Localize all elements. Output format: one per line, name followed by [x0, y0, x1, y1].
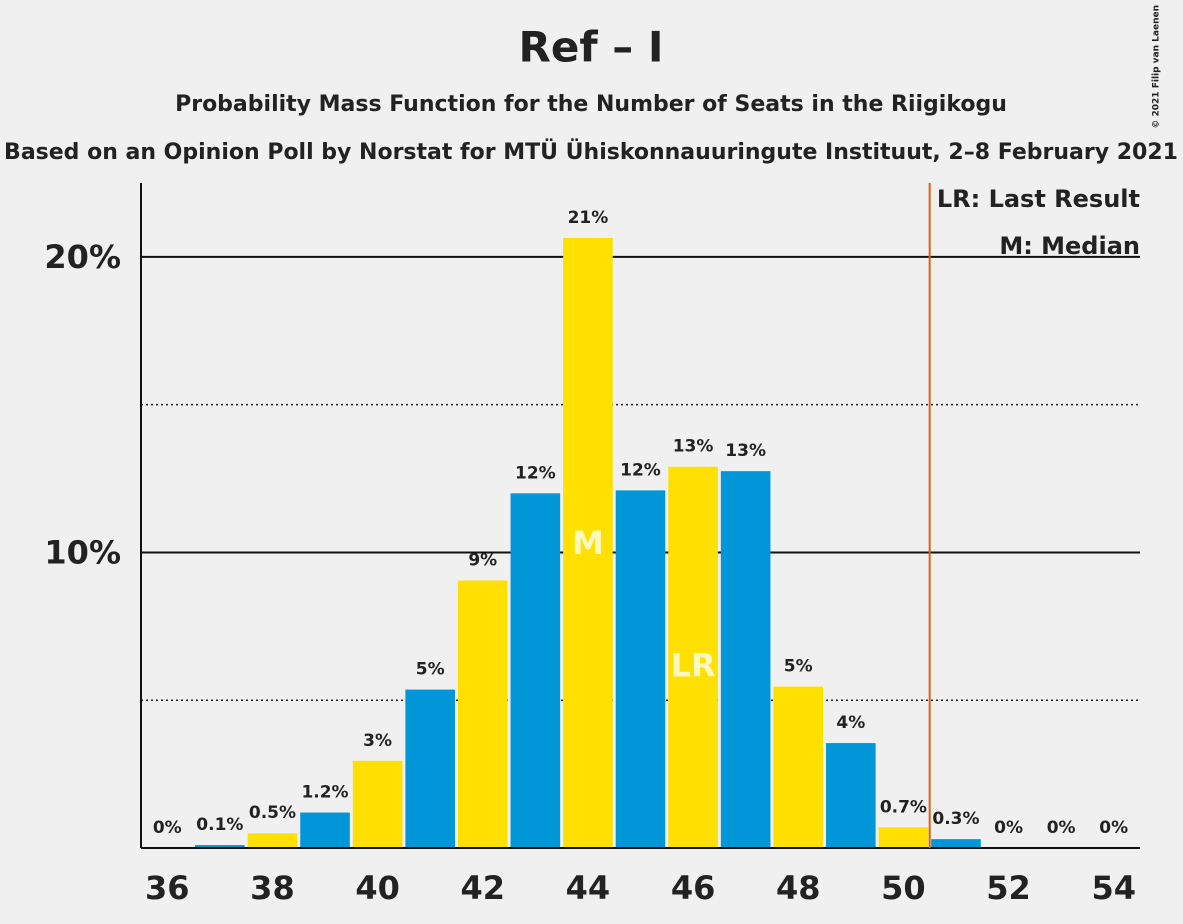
legend-entry: M: Median [999, 232, 1140, 260]
value-label: 5% [416, 660, 445, 680]
bar [352, 760, 403, 848]
x-tick-label: 38 [250, 869, 295, 907]
chart-subtitle: Probability Mass Function for the Number… [175, 92, 1007, 117]
bar [457, 580, 508, 848]
x-tick-label: 42 [460, 869, 505, 907]
bar [668, 466, 718, 848]
y-tick-label: 20% [44, 238, 121, 276]
y-tick-label: 10% [44, 533, 121, 571]
value-label: 3% [363, 731, 392, 751]
chart-caption: Based on an Opinion Poll by Norstat for … [4, 139, 1178, 165]
last-result-marker: LR [671, 646, 716, 684]
value-label: 5% [784, 657, 813, 677]
value-label: 0% [994, 818, 1023, 838]
median-marker: M [572, 524, 604, 562]
bar [931, 839, 981, 848]
x-tick-label: 44 [566, 869, 611, 907]
x-tick-label: 40 [355, 869, 400, 907]
bar [773, 686, 824, 848]
x-tick-label: 48 [776, 869, 821, 907]
value-label: 0% [153, 818, 182, 838]
bar [300, 812, 350, 848]
value-label: 13% [673, 437, 714, 457]
chart-title: Ref – I [519, 23, 664, 72]
x-tick-label: 54 [1091, 869, 1136, 907]
value-label: 0% [1047, 818, 1076, 838]
x-tick-label: 52 [986, 869, 1031, 907]
bar [615, 490, 666, 848]
value-label: 1.2% [301, 783, 348, 803]
value-label: 4% [836, 713, 865, 733]
bar [826, 743, 876, 848]
bar [405, 689, 455, 848]
value-label: 21% [568, 208, 609, 228]
value-label: 0% [1099, 818, 1128, 838]
value-label: 0.1% [196, 815, 243, 835]
value-label: 13% [725, 441, 766, 461]
value-label: 0.3% [932, 809, 979, 829]
value-label: 0.7% [880, 797, 927, 817]
bar [195, 845, 245, 848]
value-label: 9% [468, 551, 497, 571]
bar [510, 493, 561, 848]
bar [563, 237, 613, 848]
bar [247, 833, 298, 848]
bar [878, 827, 929, 848]
x-tick-label: 50 [881, 869, 926, 907]
value-label: 12% [515, 463, 556, 483]
x-tick-label: 46 [671, 869, 716, 907]
bar [720, 471, 771, 848]
x-tick-label: 36 [145, 869, 190, 907]
copyright: © 2021 Filip van Laenen [1152, 5, 1162, 129]
value-label: 12% [620, 460, 661, 480]
legend-entry: LR: Last Result [937, 185, 1140, 213]
value-label: 0.5% [249, 803, 296, 823]
